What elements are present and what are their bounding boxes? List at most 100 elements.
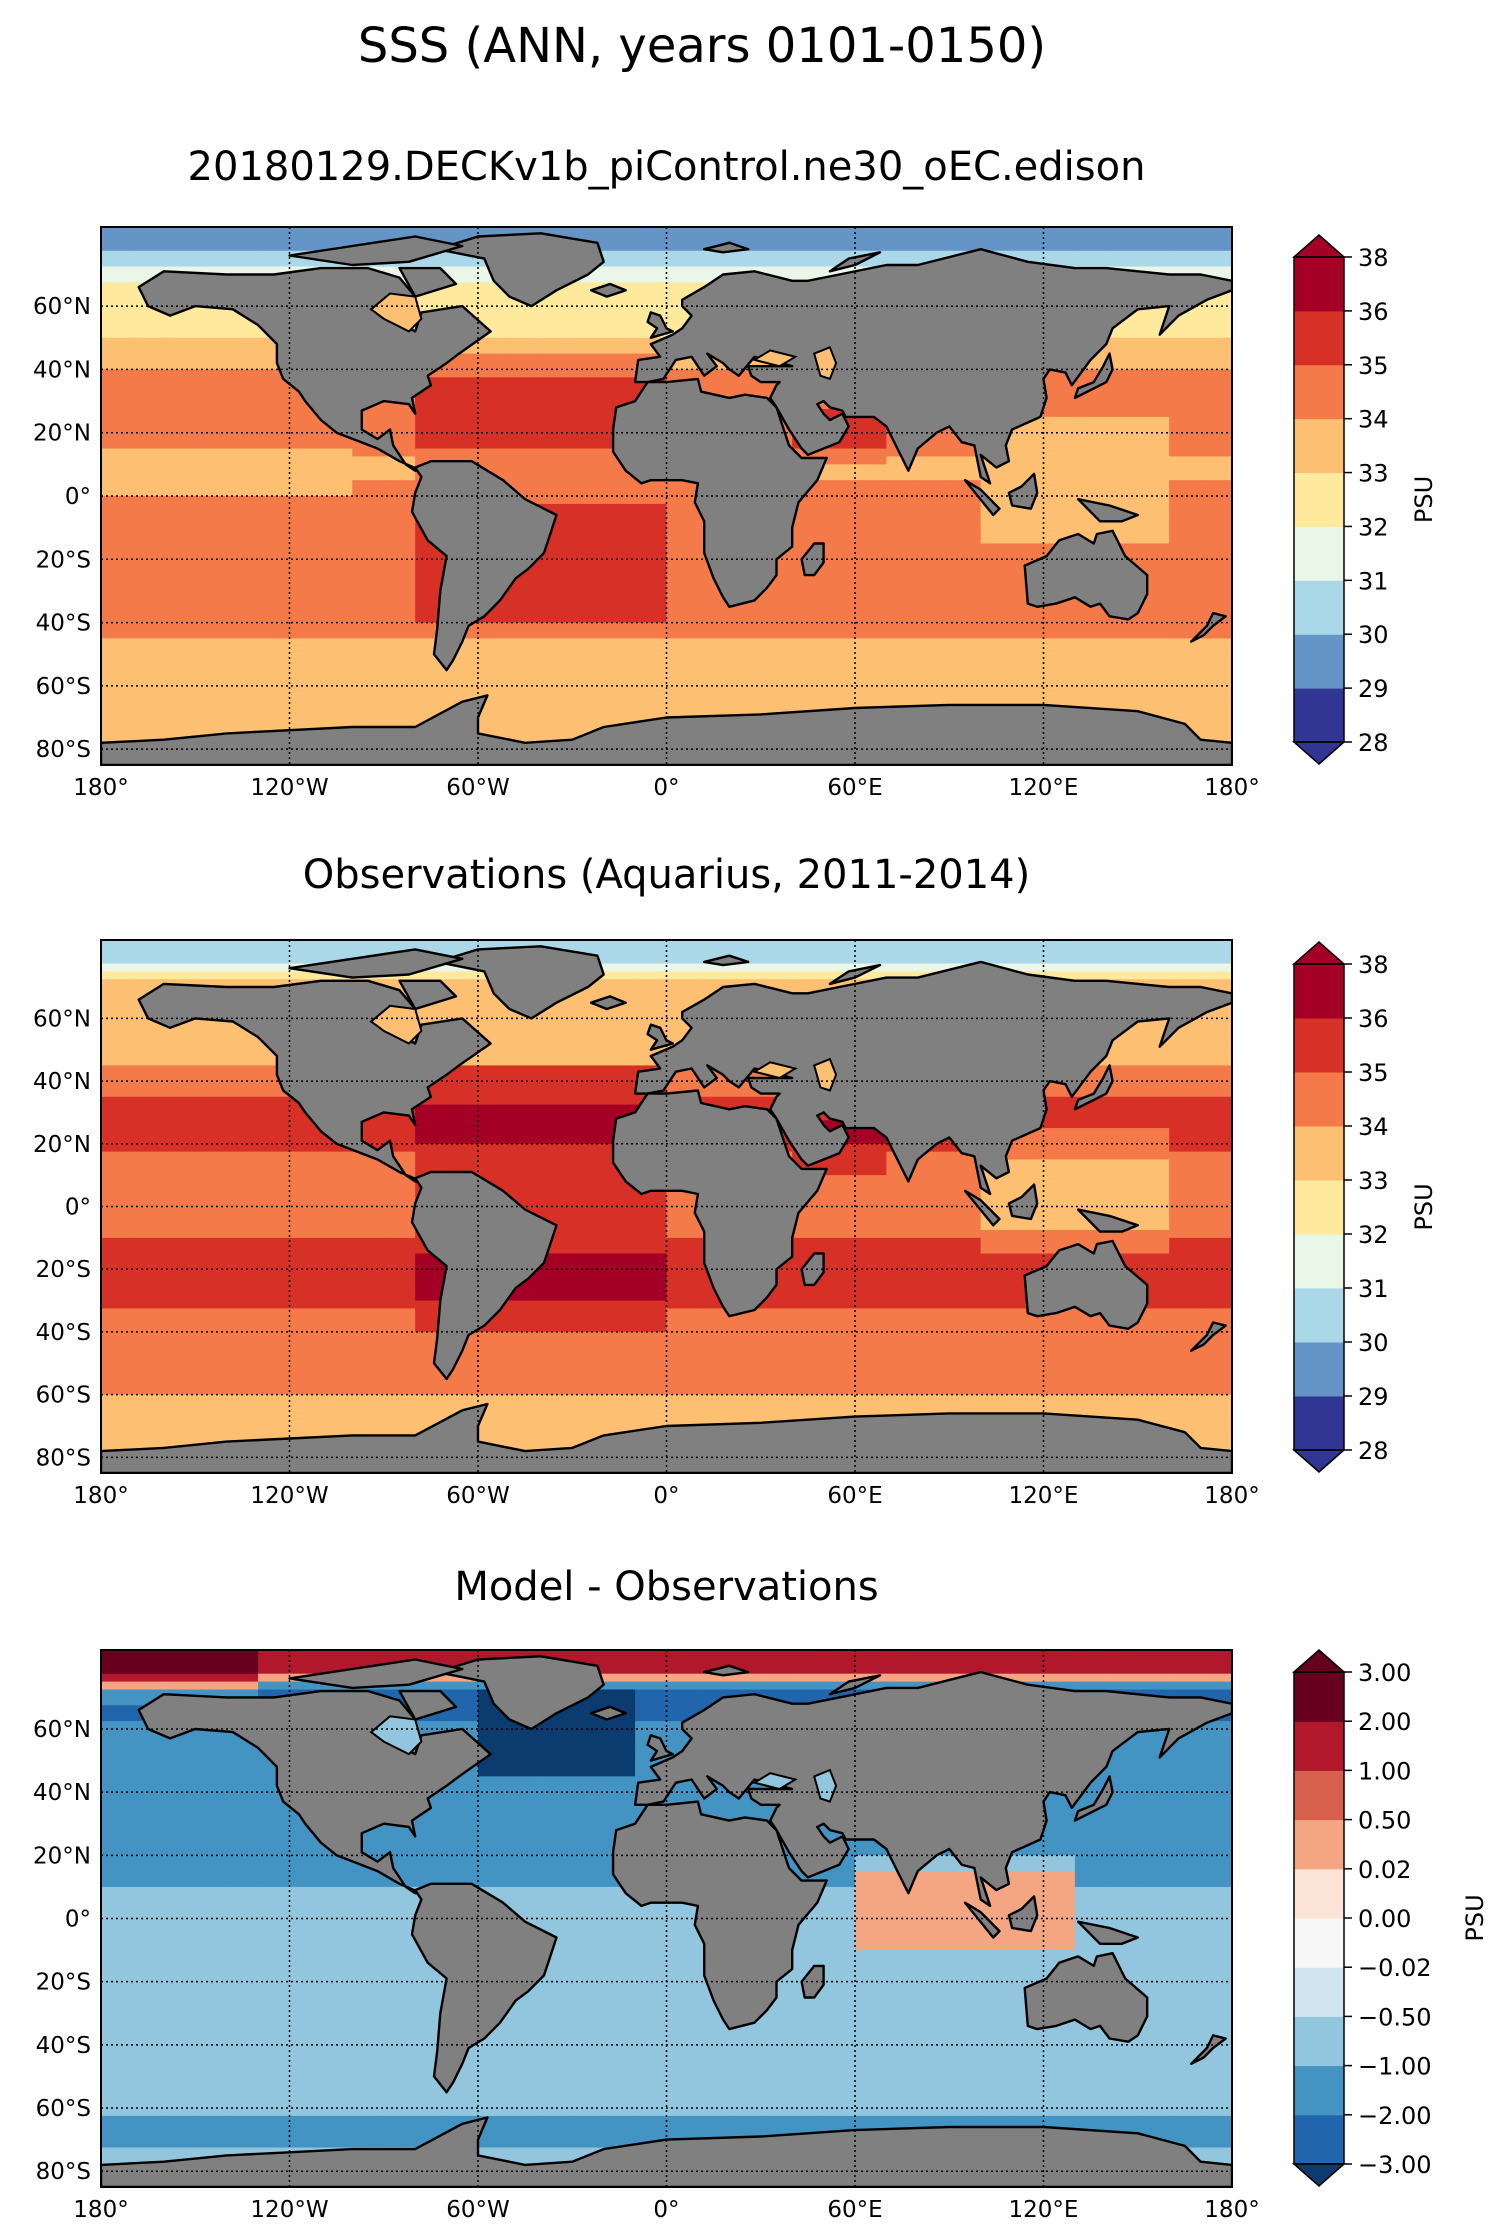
field-cell bbox=[509, 614, 542, 624]
field-cell bbox=[1074, 963, 1107, 972]
field-cell bbox=[320, 1378, 353, 1388]
field-cell bbox=[226, 551, 259, 560]
field-cell bbox=[1169, 345, 1202, 355]
field-cell bbox=[383, 227, 416, 236]
field-cell bbox=[1200, 1065, 1232, 1074]
field-cell bbox=[226, 496, 259, 505]
field-cell bbox=[289, 1410, 322, 1419]
field-cell bbox=[603, 329, 636, 339]
field-cell bbox=[823, 1324, 856, 1333]
field-cell bbox=[1169, 1410, 1202, 1419]
field-cell bbox=[1106, 1151, 1139, 1161]
field-cell bbox=[1043, 242, 1076, 252]
field-cell bbox=[949, 614, 982, 624]
field-cell bbox=[1200, 725, 1232, 734]
field-cell bbox=[697, 677, 730, 687]
field-cell bbox=[132, 1331, 165, 1341]
field-cell bbox=[1137, 1190, 1170, 1200]
field-cell bbox=[478, 1104, 511, 1114]
field-cell bbox=[101, 1245, 134, 1255]
field-cell bbox=[1074, 1230, 1107, 1239]
field-cell bbox=[1200, 717, 1232, 727]
field-cell bbox=[320, 1418, 353, 1427]
field-cell bbox=[163, 1135, 196, 1145]
field-cell bbox=[855, 559, 888, 568]
field-cell bbox=[1200, 670, 1232, 679]
field-cell bbox=[980, 559, 1013, 568]
field-cell bbox=[635, 250, 668, 260]
field-cell bbox=[320, 1214, 353, 1223]
map-field bbox=[101, 940, 1232, 1473]
field-cell bbox=[1200, 606, 1232, 616]
field-cell bbox=[132, 408, 165, 418]
field-cell bbox=[949, 543, 982, 552]
field-cell bbox=[823, 1347, 856, 1357]
field-cell bbox=[101, 1049, 134, 1059]
field-cell bbox=[1106, 1402, 1139, 1411]
field-cell bbox=[1074, 361, 1107, 371]
field-cell bbox=[823, 685, 856, 695]
field-cell bbox=[415, 1394, 448, 1404]
field-cell bbox=[195, 424, 228, 434]
field-cell bbox=[792, 1300, 825, 1309]
field-cell bbox=[980, 662, 1013, 671]
field-cell bbox=[1106, 1088, 1139, 1098]
field-cell bbox=[132, 401, 165, 410]
field-cell bbox=[855, 1151, 888, 1161]
field-cell bbox=[163, 598, 196, 608]
field-cell bbox=[855, 1300, 888, 1309]
field-cell bbox=[101, 1175, 134, 1184]
field-cell bbox=[352, 583, 385, 592]
field-cell bbox=[823, 1402, 856, 1411]
field-cell bbox=[1106, 337, 1139, 347]
field-cell bbox=[1012, 638, 1045, 647]
field-cell bbox=[226, 329, 259, 339]
field-cell bbox=[823, 654, 856, 663]
field-cell bbox=[635, 598, 668, 608]
field-cell bbox=[697, 1355, 730, 1364]
field-cell bbox=[1137, 693, 1170, 703]
field-cell bbox=[1043, 408, 1076, 418]
field-cell bbox=[1074, 1088, 1107, 1098]
colorbar-segment bbox=[1294, 580, 1344, 635]
field-cell bbox=[855, 416, 888, 426]
field-cell bbox=[729, 638, 762, 647]
field-cell bbox=[1169, 979, 1202, 988]
field-cell bbox=[1200, 590, 1232, 600]
field-cell bbox=[855, 496, 888, 505]
field-cell bbox=[195, 416, 228, 426]
field-cell bbox=[1169, 717, 1202, 727]
field-cell bbox=[415, 1253, 448, 1262]
field-cell bbox=[886, 1378, 919, 1388]
field-cell bbox=[697, 1418, 730, 1427]
field-cell bbox=[1043, 385, 1076, 394]
field-cell bbox=[666, 1331, 699, 1341]
field-cell bbox=[1137, 1167, 1170, 1176]
field-cell bbox=[792, 227, 825, 236]
field-cell bbox=[572, 503, 605, 513]
field-cell bbox=[226, 1175, 259, 1184]
field-cell bbox=[509, 416, 542, 426]
field-cell bbox=[163, 646, 196, 655]
field-cell bbox=[163, 321, 196, 331]
field-cell bbox=[258, 1230, 291, 1239]
field-cell bbox=[603, 274, 636, 283]
field-cell bbox=[886, 1222, 919, 1231]
field-cell bbox=[101, 646, 134, 655]
field-cell bbox=[289, 448, 322, 458]
field-cell bbox=[729, 1378, 762, 1388]
field-cell bbox=[917, 527, 950, 537]
field-cell bbox=[509, 1402, 542, 1411]
field-cell bbox=[478, 1096, 511, 1106]
field-cell bbox=[1200, 1308, 1232, 1317]
field-cell bbox=[792, 266, 825, 276]
field-cell bbox=[635, 306, 668, 315]
field-cell bbox=[352, 1378, 385, 1388]
field-cell bbox=[917, 440, 950, 450]
field-cell bbox=[163, 1073, 196, 1082]
field-cell bbox=[195, 947, 228, 957]
field-cell bbox=[195, 677, 228, 687]
field-cell bbox=[289, 1230, 322, 1239]
field-cell bbox=[415, 971, 448, 980]
field-cell bbox=[132, 488, 165, 497]
